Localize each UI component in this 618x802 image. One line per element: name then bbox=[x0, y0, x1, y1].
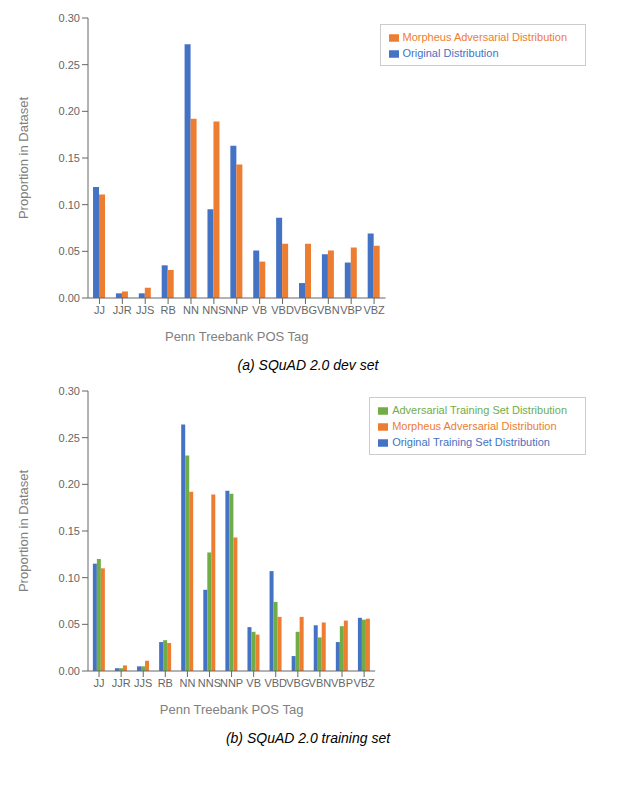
svg-text:0.00: 0.00 bbox=[59, 292, 80, 304]
svg-text:JJ: JJ bbox=[94, 304, 105, 316]
svg-text:NNP: NNP bbox=[220, 677, 243, 689]
svg-text:VBG: VBG bbox=[286, 677, 309, 689]
svg-text:VBP: VBP bbox=[340, 304, 362, 316]
svg-text:JJR: JJR bbox=[112, 677, 131, 689]
svg-text:JJS: JJS bbox=[134, 677, 152, 689]
svg-text:VBP: VBP bbox=[331, 677, 353, 689]
svg-text:VBD: VBD bbox=[271, 304, 294, 316]
svg-text:JJR: JJR bbox=[113, 304, 132, 316]
svg-text:NN: NN bbox=[179, 677, 195, 689]
svg-text:0.10: 0.10 bbox=[59, 199, 80, 211]
svg-text:VBN: VBN bbox=[309, 677, 332, 689]
svg-text:Penn Treebank POS Tag: Penn Treebank POS Tag bbox=[160, 702, 304, 717]
html-text:(b) SQuAD 2.0 training set: (b) SQuAD 2.0 training set bbox=[225, 730, 391, 746]
svg-text:0.30: 0.30 bbox=[59, 385, 80, 397]
html-text:(a) SQuAD 2.0 dev set: (a) SQuAD 2.0 dev set bbox=[237, 357, 379, 373]
svg-text:NN: NN bbox=[183, 304, 199, 316]
svg-text:RB: RB bbox=[158, 677, 173, 689]
svg-text:NNS: NNS bbox=[198, 677, 221, 689]
svg-text:0.00: 0.00 bbox=[59, 665, 80, 677]
svg-text:0.15: 0.15 bbox=[59, 152, 80, 164]
svg-text:JJ: JJ bbox=[94, 677, 105, 689]
svg-text:VB: VB bbox=[252, 304, 267, 316]
html-text:Morpheus Adversarial Distribut: Morpheus Adversarial Distribution bbox=[402, 31, 567, 43]
svg-text:VBZ: VBZ bbox=[363, 304, 385, 316]
svg-text:VBG: VBG bbox=[294, 304, 317, 316]
svg-text:VB: VB bbox=[246, 677, 261, 689]
html-text:Original Distribution: Original Distribution bbox=[402, 47, 499, 59]
svg-text:Proportion in Dataset: Proportion in Dataset bbox=[16, 97, 31, 220]
svg-text:Proportion in Dataset: Proportion in Dataset bbox=[16, 470, 31, 593]
svg-text:0.05: 0.05 bbox=[59, 245, 80, 257]
svg-text:0.05: 0.05 bbox=[59, 618, 80, 630]
svg-text:RB: RB bbox=[160, 304, 175, 316]
svg-text:JJS: JJS bbox=[136, 304, 154, 316]
svg-text:VBZ: VBZ bbox=[353, 677, 375, 689]
svg-text:0.30: 0.30 bbox=[59, 12, 80, 24]
html-text:Original Training Set Distribu: Original Training Set Distribution bbox=[392, 436, 550, 448]
svg-text:0.10: 0.10 bbox=[59, 572, 80, 584]
svg-text:Penn Treebank POS Tag: Penn Treebank POS Tag bbox=[165, 329, 309, 344]
svg-text:NNS: NNS bbox=[202, 304, 225, 316]
svg-text:VBN: VBN bbox=[317, 304, 340, 316]
svg-text:NNP: NNP bbox=[225, 304, 248, 316]
html-text:Adversarial Training Set Distr: Adversarial Training Set Distribution bbox=[392, 404, 567, 416]
html-text:Morpheus Adversarial Distribut: Morpheus Adversarial Distribution bbox=[392, 420, 557, 432]
svg-text:0.25: 0.25 bbox=[59, 59, 80, 71]
svg-text:0.25: 0.25 bbox=[59, 432, 80, 444]
svg-text:0.20: 0.20 bbox=[59, 478, 80, 490]
svg-text:0.15: 0.15 bbox=[59, 525, 80, 537]
svg-text:0.20: 0.20 bbox=[59, 105, 80, 117]
svg-text:VBD: VBD bbox=[264, 677, 287, 689]
